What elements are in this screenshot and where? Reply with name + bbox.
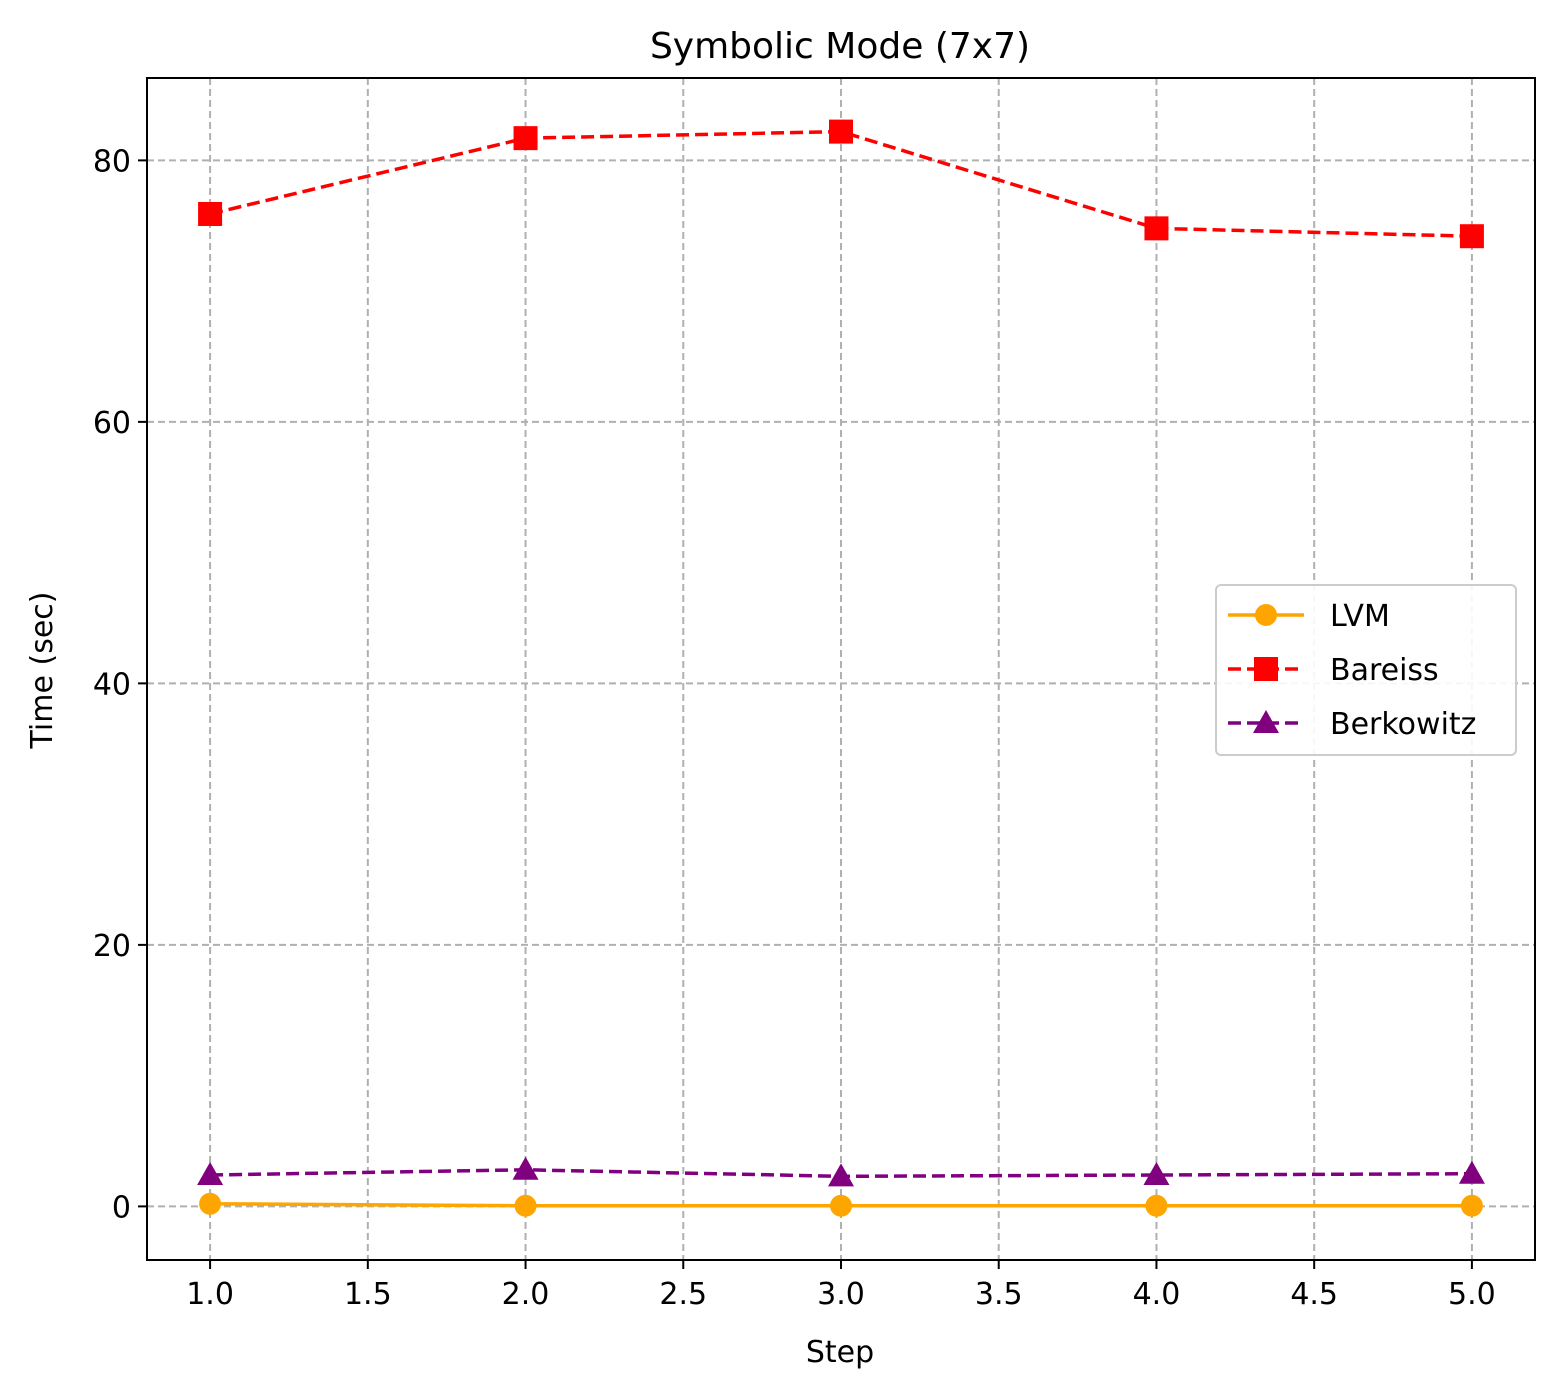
data-point-bareiss [1144, 216, 1169, 241]
x-tick-label: 1.0 [186, 1277, 234, 1312]
data-point-berkowitz [1458, 1160, 1485, 1184]
legend-marker-lvm [1255, 604, 1277, 626]
series-berkowitz [197, 1156, 1485, 1187]
x-tick-label: 4.0 [1133, 1277, 1181, 1312]
x-tick-label: 3.5 [975, 1277, 1023, 1312]
series-lvm [199, 1192, 1483, 1217]
data-point-lvm [1460, 1194, 1483, 1217]
legend-label-bareiss: Bareiss [1330, 653, 1439, 688]
y-tick-label: 60 [93, 406, 131, 441]
data-point-berkowitz [1143, 1162, 1170, 1186]
data-point-bareiss [1459, 224, 1484, 249]
y-tick-label: 80 [93, 144, 131, 179]
legend-label-lvm: LVM [1330, 599, 1390, 634]
data-point-lvm [514, 1194, 537, 1217]
data-point-lvm [830, 1194, 852, 1217]
x-tick-label: 3.0 [817, 1277, 865, 1312]
x-tick-label: 4.5 [1290, 1277, 1338, 1312]
x-tick-label: 2.5 [659, 1277, 707, 1312]
data-point-lvm [199, 1192, 222, 1215]
legend-marker-berkowitz [1253, 710, 1279, 733]
data-point-bareiss [198, 201, 223, 226]
x-axis: 1.0 1.5 2.0 2.5 3.0 3.5 4.0 4.5 5.0 [186, 1260, 1496, 1312]
legend-label-berkowitz: Berkowitz [1330, 707, 1476, 742]
legend-marker-bareiss [1254, 657, 1278, 681]
data-point-lvm [1145, 1194, 1168, 1217]
data-point-berkowitz [828, 1163, 854, 1187]
x-axis-label: Step [806, 1335, 874, 1370]
data-point-bareiss [829, 119, 853, 144]
series-bareiss [198, 119, 1484, 249]
y-axis-label: Time (sec) [25, 592, 60, 750]
x-tick-label: 2.0 [502, 1277, 550, 1312]
x-tick-label: 1.5 [344, 1277, 392, 1312]
data-point-berkowitz [512, 1156, 539, 1180]
legend: LVM Bareiss Berkowitz [1215, 584, 1517, 756]
data-point-bareiss [513, 126, 538, 151]
x-tick-label: 5.0 [1448, 1277, 1496, 1312]
y-tick-label: 20 [93, 929, 131, 964]
legend-box [1215, 584, 1517, 756]
y-tick-label: 40 [93, 667, 131, 702]
series-layer [197, 119, 1485, 1217]
chart-title: Symbolic Mode (7x7) [650, 26, 1030, 67]
y-tick-label: 0 [112, 1190, 131, 1225]
data-point-berkowitz [197, 1162, 224, 1186]
grid-lines [147, 78, 1535, 1260]
y-axis: 0 20 40 60 80 [93, 144, 147, 1225]
